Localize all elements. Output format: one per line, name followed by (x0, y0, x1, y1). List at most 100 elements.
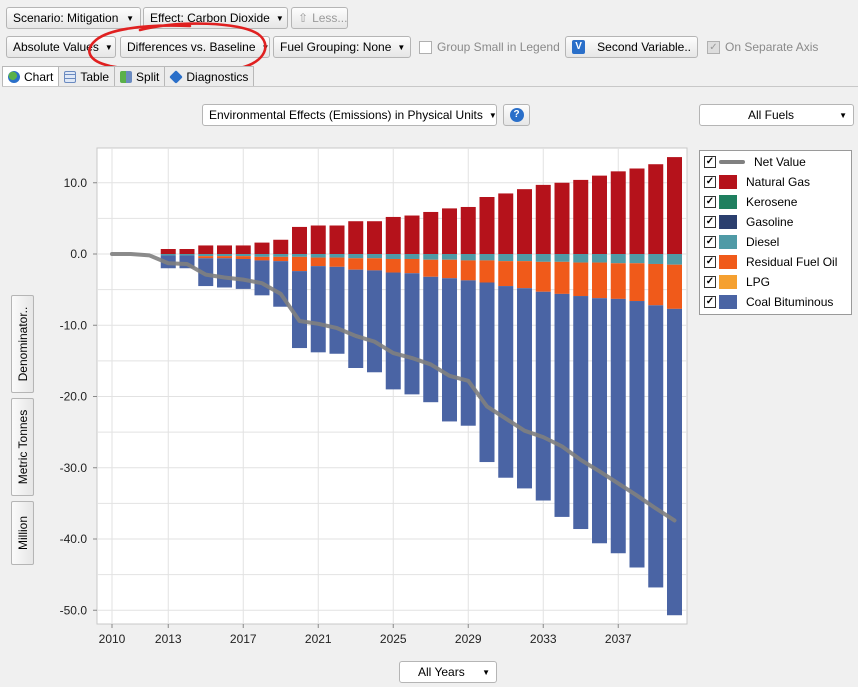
bar-segment (610, 254, 626, 264)
bar-segment (667, 308, 682, 616)
bar-segment (442, 278, 457, 422)
bar-segment (629, 168, 645, 254)
group-small-checkbox[interactable]: Group Small in Legend (419, 40, 560, 54)
bar-segment (592, 254, 607, 263)
bar-segment (404, 215, 420, 254)
legend-item-lpg[interactable]: ✓ LPG (704, 274, 770, 290)
bar-segment (310, 225, 326, 254)
bar-segment (329, 254, 345, 258)
x-tick-label: 2013 (155, 632, 182, 646)
bar-segment (423, 254, 439, 260)
tab-diagnostics[interactable]: Diagnostics (164, 66, 255, 86)
tab-table[interactable]: Table (58, 66, 116, 86)
bar-segment (254, 256, 270, 261)
fuel-grouping-dropdown[interactable]: Fuel Grouping: None ▼ (273, 36, 411, 58)
bar-segment (198, 245, 214, 254)
less-button[interactable]: ⇧ Less... (291, 7, 348, 29)
x-tick-label: 2025 (380, 632, 407, 646)
bar-segment (573, 179, 589, 254)
legend-item-net-value[interactable]: ✓ Net Value (704, 154, 806, 170)
million-button[interactable]: Million (11, 501, 34, 565)
legend-label: Residual Fuel Oil (746, 255, 838, 269)
checkbox-checked-icon: ✓ (704, 176, 716, 188)
bar-segment (348, 258, 364, 270)
tab-split[interactable]: Split (114, 66, 166, 86)
bar-segment (423, 276, 439, 403)
bar-segment (423, 259, 439, 277)
bar-segment (310, 254, 326, 258)
bar-segment (329, 225, 345, 254)
bar-segment (367, 270, 382, 373)
bar-segment (629, 301, 645, 568)
year-filter-dropdown[interactable]: All Years ▼ (399, 661, 497, 683)
year-filter-label: All Years (418, 665, 465, 679)
bar-segment (573, 296, 589, 530)
group-small-label: Group Small in Legend (437, 40, 560, 54)
bar-segment (479, 254, 495, 261)
fuel-grouping-label: Fuel Grouping: None (280, 40, 392, 54)
bar-segment (385, 216, 401, 254)
bar-segment (498, 193, 514, 254)
legend-item-diesel[interactable]: ✓ Diesel (704, 234, 779, 250)
bar-segment (442, 259, 457, 279)
bar-segment (348, 221, 364, 254)
y-tick-label: -50.0 (60, 603, 88, 617)
bar-segment (460, 206, 476, 254)
bar-segment (535, 291, 551, 501)
chart-legend: ✓ Net Value ✓ Natural Gas ✓ Kerosene ✓ G… (699, 150, 852, 315)
legend-label: Diesel (746, 235, 780, 249)
variable-dropdown[interactable]: Environmental Effects (Emissions) in Phy… (202, 104, 497, 126)
chevron-down-icon: ▼ (104, 42, 113, 52)
legend-item-kerosene[interactable]: ✓ Kerosene (704, 194, 797, 210)
difference-mode-label: Differences vs. Baseline (127, 40, 256, 54)
bar-segment (235, 245, 251, 254)
bar-segment (442, 208, 457, 254)
net-value-line (110, 252, 677, 523)
bar-segment (517, 254, 532, 262)
bar-segment (592, 175, 607, 254)
checkbox-checked-icon: ✓ (704, 156, 716, 168)
bar-segment (554, 261, 570, 294)
bar-segment (610, 298, 626, 554)
legend-swatch (719, 275, 737, 289)
legend-item-coal-bituminous[interactable]: ✓ Coal Bituminous (704, 294, 833, 310)
second-variable-label: Second Variable.. (597, 40, 691, 54)
bar-segment (292, 254, 307, 257)
bar-segment (517, 261, 532, 289)
separate-axis-checkbox[interactable]: ✓ On Separate Axis (707, 40, 818, 54)
difference-mode-dropdown[interactable]: Differences vs. Baseline ▼ (120, 36, 270, 58)
denominator-button[interactable]: Denominator.. (11, 295, 34, 393)
legend-item-natural-gas[interactable]: ✓ Natural Gas (704, 174, 810, 190)
bar-segment (385, 272, 401, 390)
scenario-dropdown[interactable]: Scenario: Mitigation ▼ (6, 7, 141, 29)
metric-tonnes-button[interactable]: Metric Tonnes (11, 398, 34, 496)
bar-segment (273, 254, 289, 257)
bar-segment (292, 271, 307, 349)
checkbox-checked-icon: ✓ (704, 216, 716, 228)
checkbox-box (419, 40, 432, 54)
bar-segment (554, 293, 570, 517)
chevron-down-icon: ▼ (275, 13, 284, 23)
bar-segment (573, 254, 589, 263)
checkbox-checked-icon: ✓ (704, 296, 716, 308)
legend-item-gasoline[interactable]: ✓ Gasoline (704, 214, 793, 230)
values-mode-label: Absolute Values (13, 40, 99, 54)
bar-segment (479, 282, 495, 463)
bar-segment (292, 226, 307, 254)
chart-icon (8, 71, 20, 83)
y-tick-label: 0.0 (70, 247, 87, 261)
checkbox-checked-icon: ✓ (704, 256, 716, 268)
less-label: Less... (312, 11, 348, 25)
bar-segment (160, 254, 176, 256)
fuel-filter-dropdown[interactable]: All Fuels ▼ (699, 104, 854, 126)
bar-segment (273, 256, 289, 262)
chevron-down-icon: ▼ (126, 13, 134, 23)
help-button[interactable]: ? (503, 104, 530, 126)
second-variable-button[interactable]: V Second Variable.. (565, 36, 698, 58)
bar-segment (348, 269, 364, 368)
bar-segment (367, 258, 382, 271)
legend-item-residual-fuel-oil[interactable]: ✓ Residual Fuel Oil (704, 254, 837, 270)
separate-axis-label: On Separate Axis (725, 40, 819, 54)
bar-segment (423, 211, 439, 254)
